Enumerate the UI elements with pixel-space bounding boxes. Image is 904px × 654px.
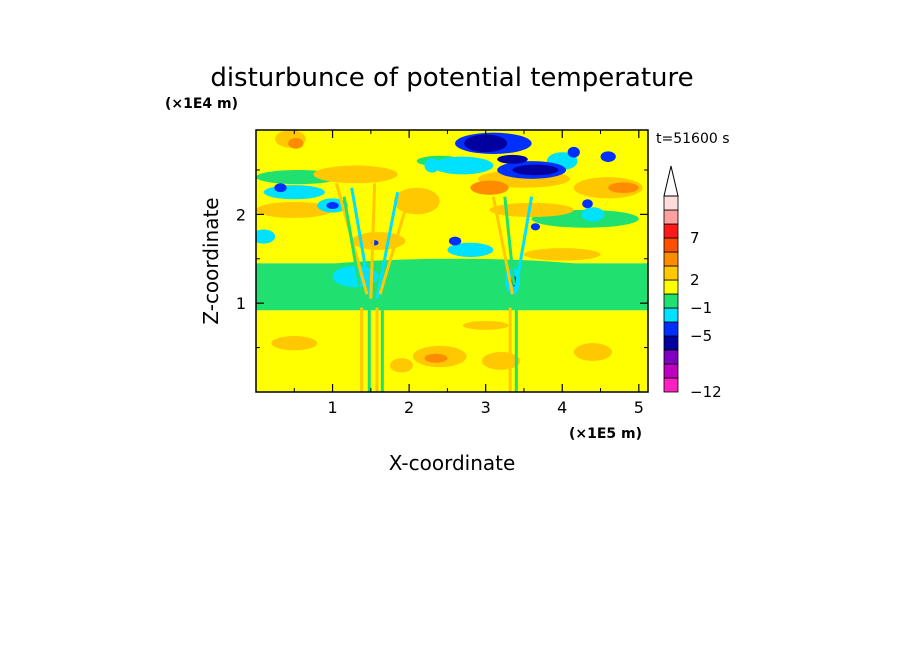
chart-title: disturbunce of potential temperature [210, 63, 693, 93]
colorbar-segment-10 [663, 237, 679, 253]
contour-streak-4 [378, 196, 411, 295]
contour-cell-13 [470, 180, 509, 195]
contour-cell-45 [326, 201, 339, 210]
contour-streak-3 [375, 191, 400, 300]
contour-cell-40 [497, 154, 528, 164]
colorbar-segment-3 [663, 335, 679, 351]
plot-frame [255, 129, 649, 393]
y-axis-label: Z-coordinate [199, 197, 223, 324]
time-label: t=51600 s [656, 131, 730, 147]
x-unit-label: (×1E5 m) [569, 426, 642, 442]
contour-cell-30 [256, 229, 276, 244]
contour-cell-44 [274, 183, 287, 193]
x-axis: 1 2 3 4 5 [293, 130, 644, 417]
contour-cell-24 [462, 320, 509, 330]
contour-cell-23 [573, 343, 613, 361]
contour-streak-8 [503, 196, 516, 286]
colorbar-label-4: −12 [690, 383, 722, 401]
y-tick-label-2: 2 [236, 205, 246, 224]
contour-cell-11 [608, 182, 639, 194]
contour-cell-26 [432, 156, 494, 175]
contour-cell-46 [448, 236, 462, 246]
colorbar-label-2: −1 [690, 299, 712, 317]
contour-streak-1 [350, 187, 373, 300]
colorbar-segment-4 [663, 321, 679, 337]
contour-cell-22 [271, 336, 318, 351]
colorbar: 7 2 −1 −5 −12 [663, 165, 722, 401]
contour-cell-42 [567, 146, 580, 158]
contour-streak-5 [342, 196, 361, 286]
contour-cell-17 [351, 232, 406, 250]
contour-cell-28 [263, 185, 325, 200]
contour-field [256, 130, 648, 392]
contour-streak-2 [369, 183, 377, 299]
colorbar-extend-arrow [663, 165, 679, 197]
contour-cell-21 [481, 352, 521, 370]
colorbar-label-1: 2 [690, 271, 700, 289]
colorbar-label-0: 7 [690, 229, 700, 247]
contour-cell-47 [530, 223, 541, 231]
contour-cell-38 [464, 134, 508, 153]
contour-cell-15 [313, 165, 398, 184]
contour-cell-39 [512, 164, 559, 176]
x-tick-label-4: 4 [557, 398, 567, 417]
colorbar-segment-5 [663, 307, 679, 323]
x-tick-label-5: 5 [634, 398, 644, 417]
colorbar-segment-2 [663, 349, 679, 365]
contour-streak-6 [491, 196, 514, 295]
colorbar-segment-0 [663, 377, 679, 393]
contour-cell-18 [523, 248, 601, 261]
contour-cell-25 [389, 358, 413, 373]
x-tick-label-1: 1 [327, 398, 337, 417]
contour-cell-9 [256, 201, 333, 218]
contour-cell-8 [288, 137, 304, 149]
colorbar-segment-9 [663, 251, 679, 267]
colorbar-segment-12 [663, 209, 679, 225]
contour-cell-20 [424, 353, 448, 363]
colorbar-segment-8 [663, 265, 679, 281]
contour-cell-41 [600, 151, 616, 162]
y-unit-label: (×1E4 m) [165, 96, 238, 112]
contour-cell-31 [447, 242, 494, 258]
y-tick-label-1: 1 [236, 294, 246, 313]
y-axis: 12 [236, 169, 648, 349]
colorbar-segment-1 [663, 363, 679, 379]
colorbar-segment-6 [663, 293, 679, 309]
contour-cell-27 [424, 158, 440, 173]
x-tick-label-3: 3 [481, 398, 491, 417]
colorbar-label-3: −5 [690, 327, 712, 345]
colorbar-segment-7 [663, 279, 679, 295]
x-tick-label-2: 2 [404, 398, 414, 417]
colorbar-segment-11 [663, 223, 679, 239]
colorbar-segment-13 [663, 195, 679, 211]
contour-cell-14 [489, 202, 574, 218]
contour-cell-33 [581, 207, 605, 222]
contour-cell-16 [393, 187, 440, 215]
x-axis-label: X-coordinate [389, 451, 516, 475]
contour-cell-43 [582, 199, 593, 209]
contour-streak-7 [513, 196, 534, 295]
contour-cell-3 [256, 258, 648, 309]
